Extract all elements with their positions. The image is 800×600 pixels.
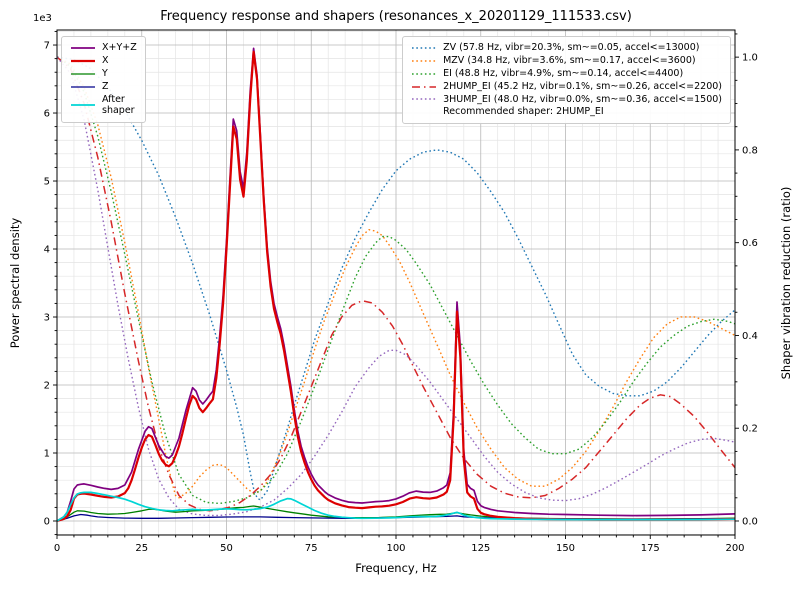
- legend-item-label: Z: [102, 80, 109, 92]
- svg-text:1: 1: [44, 448, 50, 459]
- legend-item-label: EI (48.8 Hz, vibr=4.9%, sm~=0.14, accel<…: [443, 67, 684, 79]
- curve-mzv: [57, 56, 735, 499]
- legend-footer: Recommended shaper: 2HUMP_EI: [411, 106, 722, 118]
- legend-shapers: ZV (57.8 Hz, vibr=20.3%, sm~=0.05, accel…: [402, 36, 731, 125]
- svg-text:150: 150: [556, 543, 575, 554]
- chart-title: Frequency response and shapers (resonanc…: [160, 9, 632, 24]
- legend-line-sample: [71, 85, 95, 88]
- svg-text:50: 50: [220, 543, 233, 554]
- legend-line-sample: [412, 47, 437, 49]
- svg-text:125: 125: [471, 543, 490, 554]
- legend-item-label: 2HUMP_EI (45.2 Hz, vibr=0.1%, sm~=0.26, …: [443, 80, 722, 92]
- svg-text:0.2: 0.2: [742, 424, 758, 435]
- legend-item: X+Y+Z: [70, 42, 137, 54]
- legend-item-label: X+Y+Z: [102, 42, 137, 53]
- svg-text:100: 100: [386, 543, 405, 554]
- svg-text:4: 4: [44, 245, 50, 256]
- legend-line-sample: [412, 72, 437, 75]
- svg-text:0.8: 0.8: [742, 145, 758, 156]
- legend-item: 3HUMP_EI (48.0 Hz, vibr=0.0%, sm~=0.36, …: [411, 94, 722, 106]
- x-axis-label: Frequency, Hz: [355, 561, 437, 575]
- legend-item: MZV (34.8 Hz, vibr=3.6%, sm~=0.17, accel…: [411, 55, 722, 67]
- svg-text:2: 2: [44, 381, 50, 392]
- legend-item-label: MZV (34.8 Hz, vibr=3.6%, sm~=0.17, accel…: [443, 54, 696, 66]
- svg-text:3: 3: [44, 313, 50, 324]
- legend-item: ZV (57.8 Hz, vibr=20.3%, sm~=0.05, accel…: [411, 42, 722, 54]
- legend-line-sample: [71, 73, 95, 75]
- svg-text:200: 200: [725, 543, 744, 554]
- svg-text:75: 75: [305, 543, 318, 554]
- svg-text:0: 0: [44, 516, 50, 527]
- legend-psd: X+Y+Z X Y Z After shaper: [61, 36, 146, 124]
- legend-item-label: X: [102, 54, 109, 66]
- svg-text:0.0: 0.0: [742, 516, 758, 527]
- legend-item: 2HUMP_EI (45.2 Hz, vibr=0.1%, sm~=0.26, …: [411, 81, 722, 93]
- curve-after: [57, 491, 735, 522]
- svg-text:0.4: 0.4: [742, 331, 758, 342]
- legend-line-sample: [412, 60, 437, 62]
- svg-text:1.0: 1.0: [742, 53, 758, 64]
- legend-item: EI (48.8 Hz, vibr=4.9%, sm~=0.14, accel<…: [411, 68, 722, 80]
- svg-text:5: 5: [44, 177, 50, 188]
- legend-line-sample: [412, 98, 437, 101]
- axis-tick-labels: 0 25 50 75 100 125 150 175 200 0 1 2 3 4 5 6 7 0.0 0.2 0.4 0…: [44, 41, 758, 554]
- legend-item: X: [70, 55, 137, 67]
- svg-text:175: 175: [641, 543, 660, 554]
- legend-item: Y: [70, 68, 137, 80]
- y-axis-offset-text: 1e3: [33, 13, 52, 24]
- legend-line-sample: [71, 104, 95, 107]
- series-curves: [57, 47, 735, 523]
- legend-item-label: 3HUMP_EI (48.0 Hz, vibr=0.0%, sm~=0.36, …: [443, 93, 722, 105]
- svg-text:7: 7: [44, 41, 50, 52]
- svg-text:6: 6: [44, 109, 50, 120]
- curve-zv: [57, 56, 735, 501]
- legend-item: Z: [70, 81, 137, 93]
- legend-item-label: ZV (57.8 Hz, vibr=20.3%, sm~=0.05, accel…: [443, 42, 700, 53]
- legend-line-sample: [71, 59, 95, 62]
- svg-text:0.6: 0.6: [742, 238, 758, 249]
- recommended-shaper-text: Recommended shaper: 2HUMP_EI: [443, 106, 604, 118]
- axis-ticks: [53, 30, 739, 539]
- legend-item-label: After shaper: [102, 93, 135, 117]
- svg-text:0: 0: [54, 543, 60, 554]
- legend-item: After shaper: [70, 94, 137, 118]
- legend-line-sample: [71, 47, 95, 49]
- curve-x: [57, 50, 735, 523]
- svg-text:25: 25: [135, 543, 148, 554]
- legend-line-sample: [412, 85, 437, 88]
- legend-item-label: Y: [102, 67, 108, 79]
